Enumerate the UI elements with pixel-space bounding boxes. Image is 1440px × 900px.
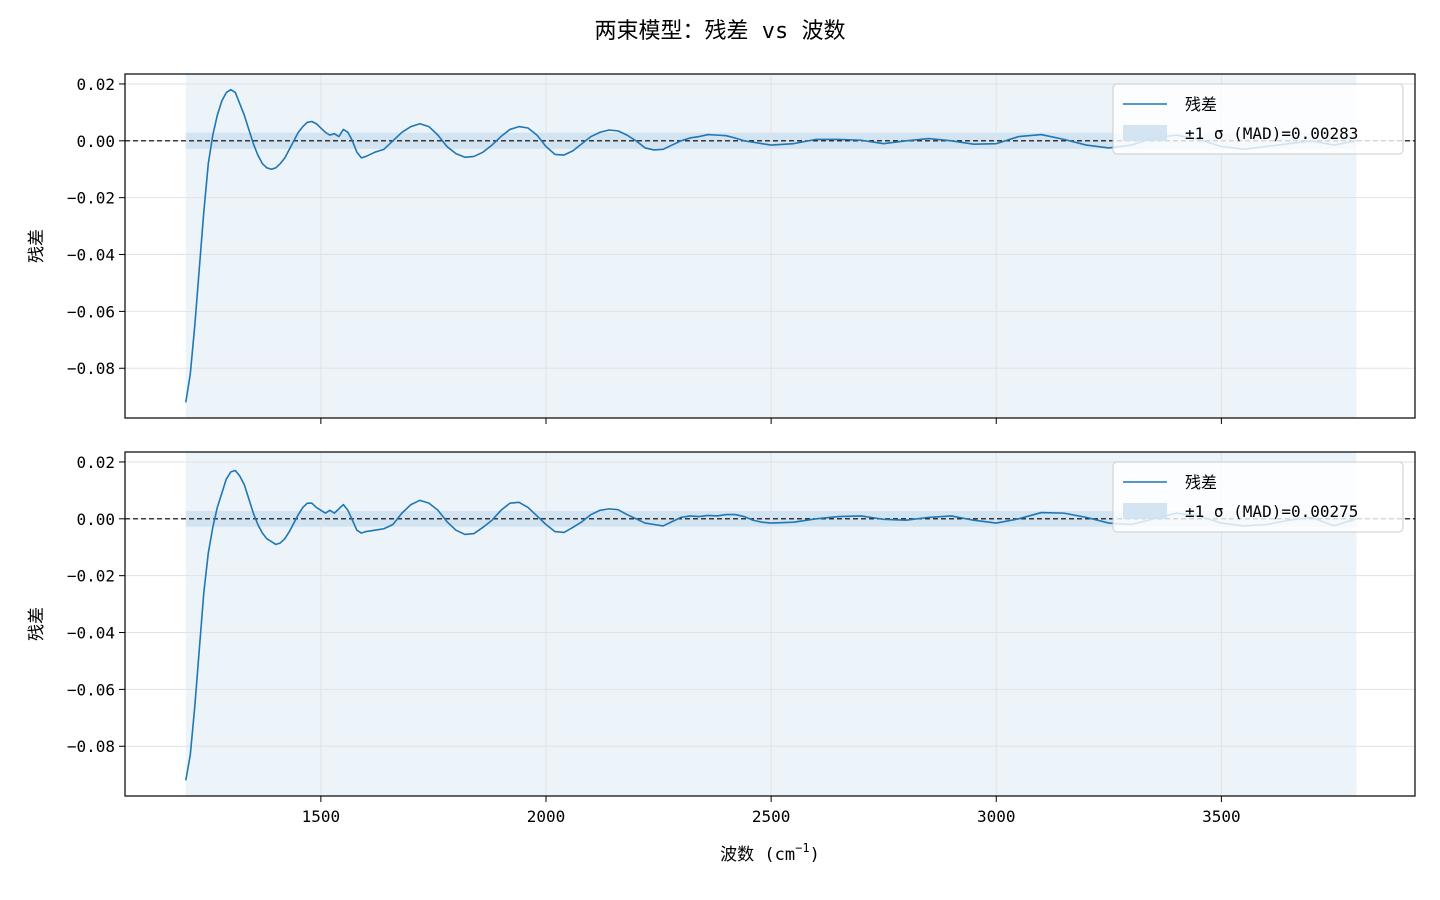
y-tick-label: −0.08: [67, 359, 115, 378]
y-tick-label: −0.08: [67, 737, 115, 756]
y-axis-label: 残差: [27, 229, 47, 263]
y-tick-label: −0.04: [67, 624, 115, 643]
x-axis-label: 波数 (cm−1): [720, 841, 820, 865]
axes-frame: [124, 73, 1416, 419]
legend-box: [1112, 83, 1404, 155]
y-tick-label: −0.04: [67, 246, 115, 265]
residual-series-line: [184, 88, 1357, 403]
x-tick-label: 1500: [302, 807, 341, 826]
y-tick-label: −0.02: [67, 567, 115, 586]
legend-line-label: 残差: [1185, 473, 1217, 492]
legend-band-label: ±1 σ (MAD)=0.00275: [1185, 502, 1358, 521]
y-tick-label: −0.06: [67, 680, 115, 699]
y-tick-label: 0.02: [76, 75, 115, 94]
legend-line-label: 残差: [1185, 95, 1217, 114]
legend-band-label: ±1 σ (MAD)=0.00283: [1185, 124, 1358, 143]
legend-box: [1112, 461, 1404, 533]
y-tick-label: −0.02: [67, 189, 115, 208]
x-tick-label: 2500: [752, 807, 791, 826]
figure-title: 两束模型：残差 vs 波数: [595, 19, 846, 44]
residual-series-line: [185, 469, 1357, 781]
y-axis-label: 残差: [27, 607, 47, 641]
legend: 残差 ±1 σ (MAD)=0.00283: [1112, 83, 1404, 155]
y-tick-label: 0.00: [76, 510, 115, 529]
legend-band-swatch: [1123, 125, 1167, 141]
panel-bottom: 1500 2000 2500 3000 3500 0.02 0.00 −0.02 −0.04 −0…: [27, 451, 1416, 826]
y-tick-label: −0.06: [67, 302, 115, 321]
x-tick-label: 2000: [527, 807, 566, 826]
legend-band-swatch: [1123, 503, 1167, 519]
axes-frame: [124, 451, 1416, 797]
x-tick-label: 3000: [977, 807, 1016, 826]
y-tick-label: 0.00: [76, 132, 115, 151]
x-tick-label: 3500: [1202, 807, 1241, 826]
y-tick-label: 0.02: [76, 453, 115, 472]
legend: 残差 ±1 σ (MAD)=0.00275: [1112, 461, 1404, 533]
